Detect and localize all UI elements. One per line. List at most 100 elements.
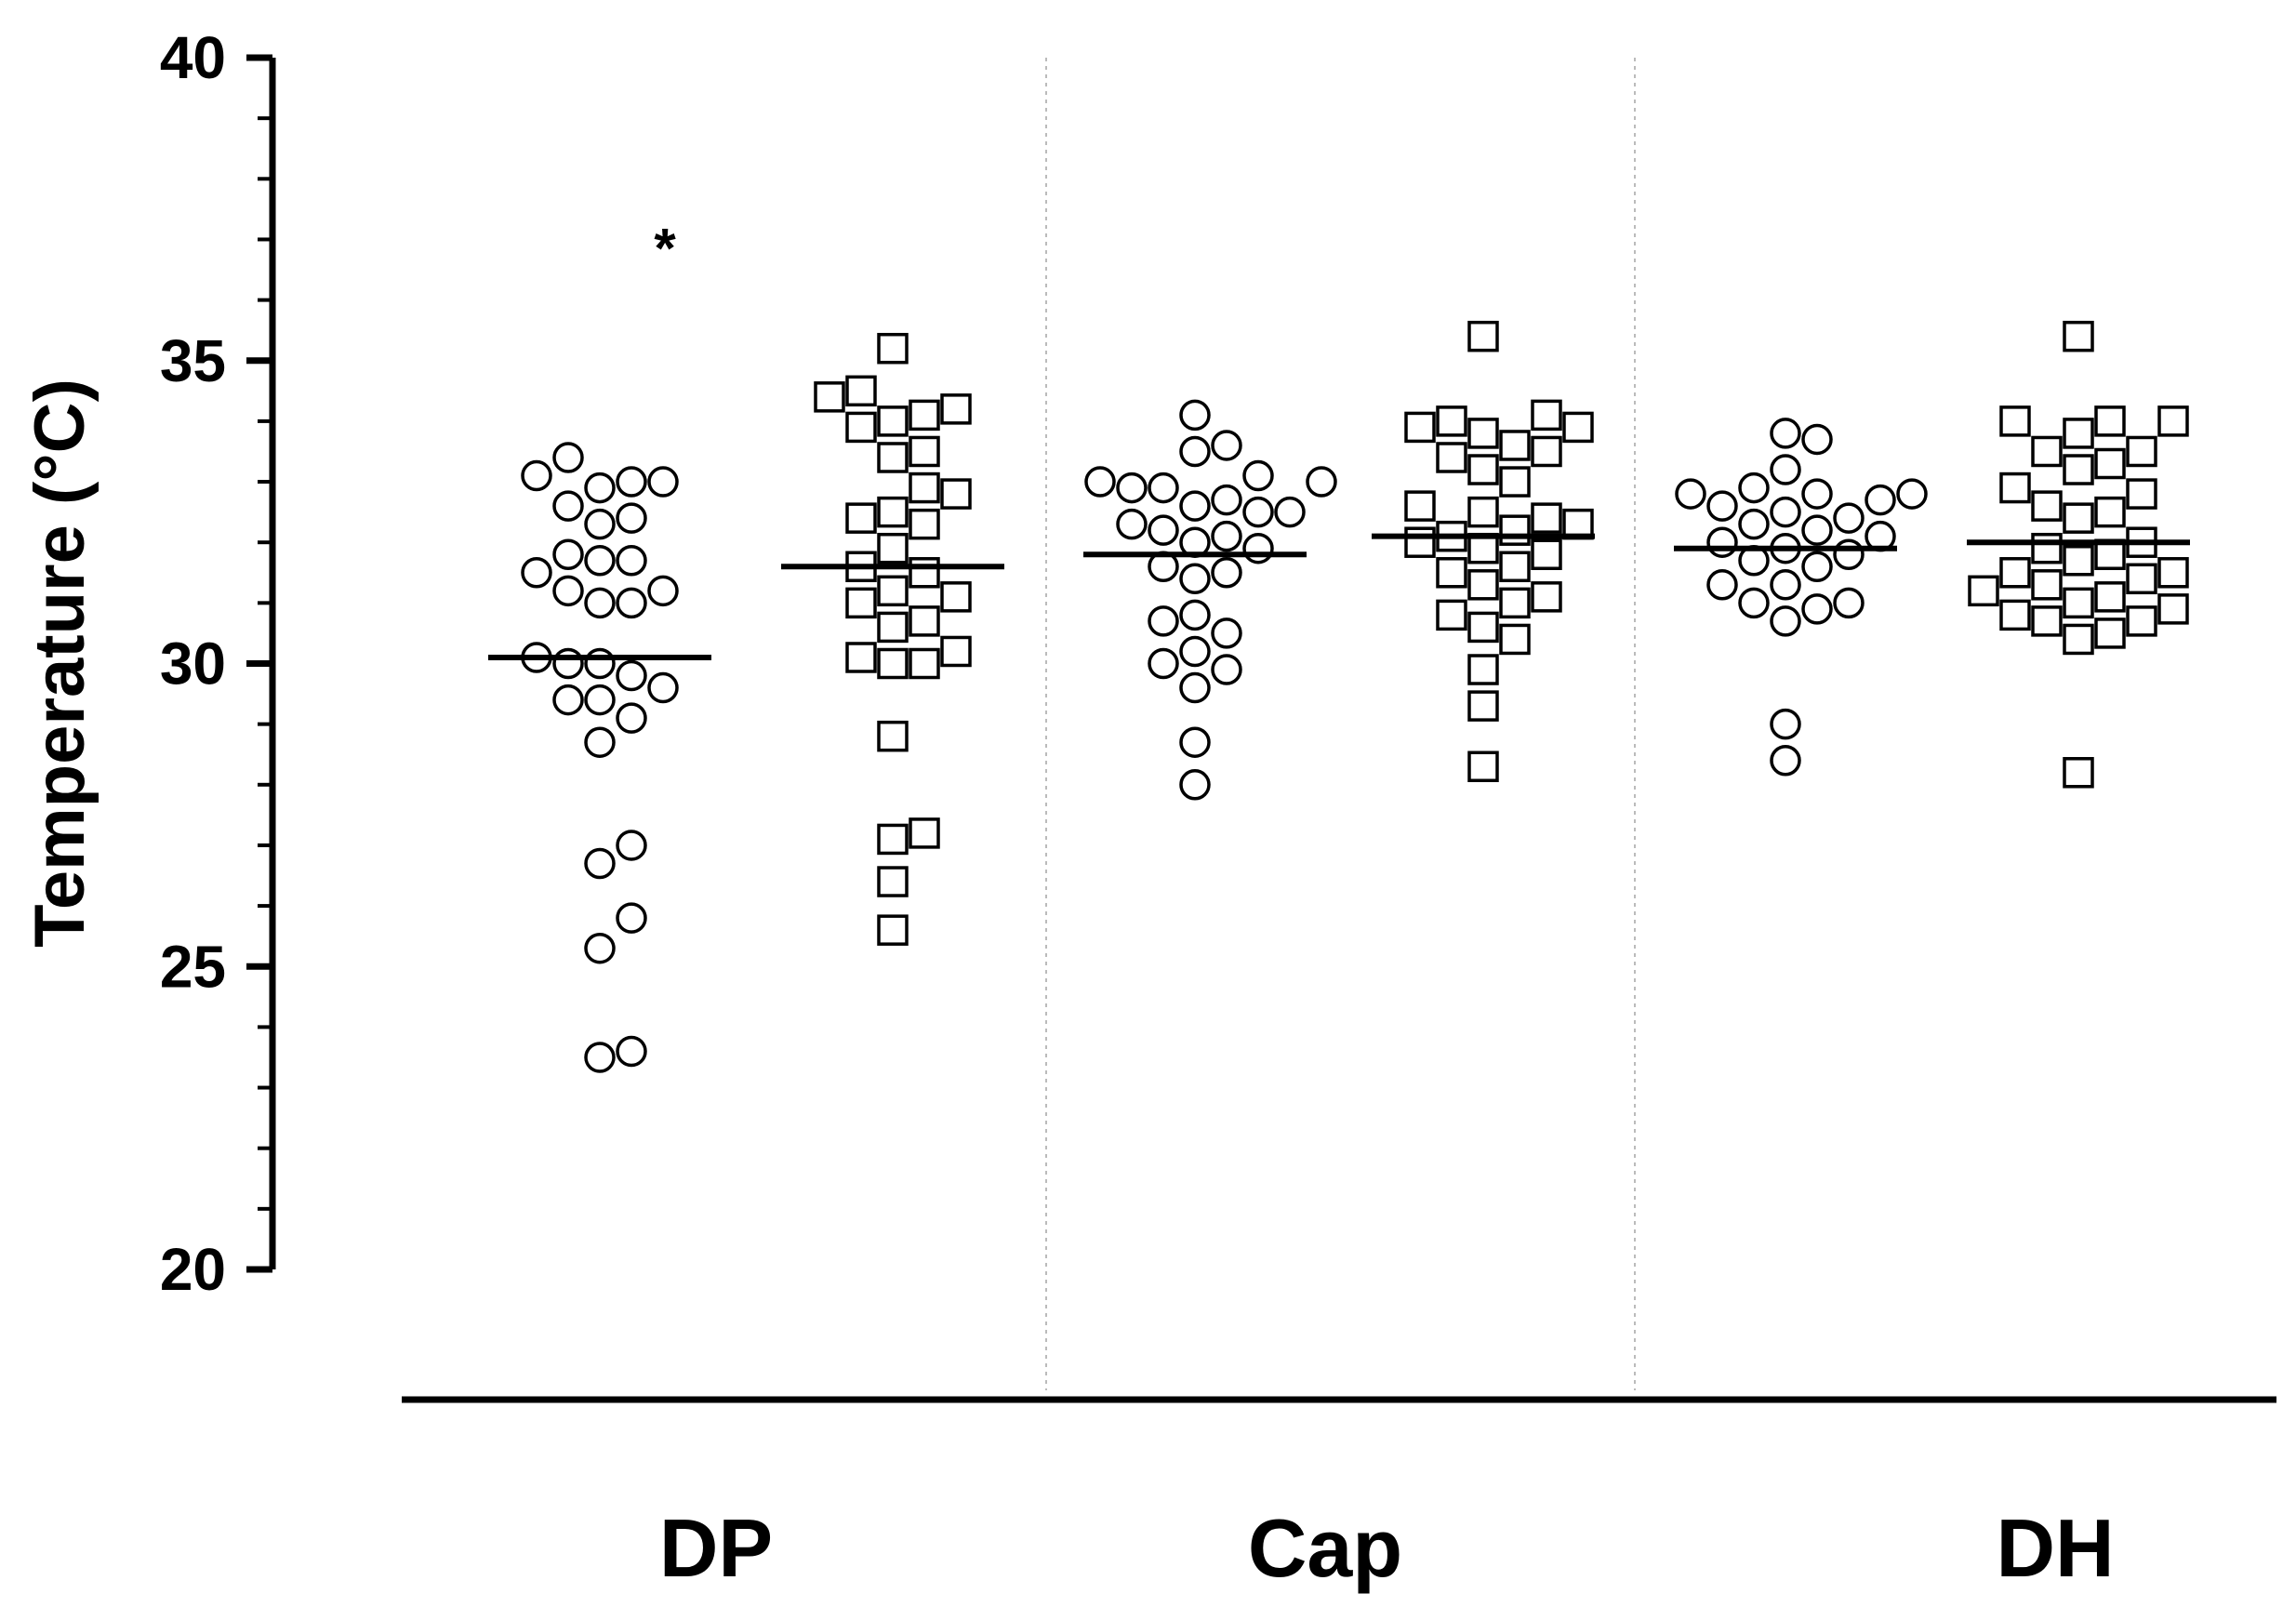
data-point-square <box>1499 514 1531 546</box>
data-point-square <box>1562 508 1594 540</box>
data-point-circle <box>1770 569 1801 601</box>
data-point-square <box>940 478 972 510</box>
data-point-square <box>2063 320 2094 352</box>
data-point-square <box>1404 526 1436 558</box>
data-point-square <box>2063 418 2094 449</box>
data-point-circle <box>521 459 552 492</box>
data-point-circle <box>584 684 616 716</box>
data-point-circle <box>584 587 616 619</box>
data-point-circle <box>1706 526 1738 558</box>
data-point-circle <box>1211 654 1242 685</box>
data-point-circle <box>1148 514 1179 546</box>
data-point-square <box>1436 599 1467 631</box>
data-point-circle <box>1242 532 1274 564</box>
data-point-square <box>2063 757 2094 789</box>
data-point-square <box>1436 557 1467 589</box>
data-point-square <box>2031 569 2063 601</box>
data-point-square <box>909 647 940 680</box>
data-point-square <box>2126 605 2157 637</box>
data-point-circle <box>584 471 616 504</box>
data-point-circle <box>584 932 616 964</box>
data-point-square <box>1499 430 1531 461</box>
data-point-square <box>2063 502 2094 534</box>
data-point-circle <box>1211 618 1242 649</box>
data-point-square <box>845 642 877 673</box>
data-point-square <box>2031 532 2063 564</box>
data-point-circle <box>584 544 616 577</box>
data-point-square <box>1999 471 2031 504</box>
data-point-circle <box>647 671 679 704</box>
data-point-circle <box>552 442 584 473</box>
data-point-square <box>1467 496 1499 528</box>
data-point-circle <box>1179 726 1211 758</box>
y-axis-label: Temperature (°C) <box>20 379 100 948</box>
data-point-square <box>1499 623 1531 656</box>
data-point-square <box>2063 587 2094 619</box>
data-point-circle <box>1738 508 1770 540</box>
data-point-square <box>1999 405 2031 437</box>
data-point-circle <box>584 847 616 880</box>
data-point-square <box>940 581 972 613</box>
category-label-cap: Cap <box>1248 1502 1402 1594</box>
data-point-circle <box>1770 708 1801 740</box>
data-point-square <box>909 435 940 468</box>
data-point-square <box>1562 411 1594 444</box>
data-point-circle <box>616 659 647 692</box>
data-point-circle <box>1801 423 1833 456</box>
data-point-circle <box>616 1035 647 1068</box>
data-point-square <box>2063 623 2094 656</box>
data-point-square <box>2126 435 2157 468</box>
data-point-circle <box>521 557 552 589</box>
data-point-square <box>2094 581 2126 613</box>
data-point-circle <box>1801 478 1833 510</box>
data-point-square <box>877 866 909 897</box>
data-point-square <box>1467 654 1499 685</box>
data-point-square <box>2094 538 2126 570</box>
data-point-square <box>1436 405 1467 437</box>
data-point-square <box>1467 750 1499 783</box>
data-point-square <box>1467 690 1499 722</box>
data-point-circle <box>584 508 616 540</box>
data-point-square <box>2094 618 2126 649</box>
data-point-square <box>877 720 909 752</box>
data-point-square <box>1531 502 1562 534</box>
data-point-square <box>2031 605 2063 637</box>
data-point-circle <box>1738 587 1770 619</box>
data-point-circle <box>1084 466 1116 498</box>
data-point-circle <box>647 466 679 498</box>
data-point-circle <box>1179 635 1211 668</box>
data-point-circle <box>1242 496 1274 528</box>
data-point-square <box>1467 532 1499 564</box>
data-point-square <box>1531 435 1562 468</box>
data-point-circle <box>1211 557 1242 589</box>
data-point-circle <box>584 647 616 680</box>
data-point-circle <box>616 587 647 619</box>
data-point-circle <box>1148 605 1179 637</box>
data-point-circle <box>584 1042 616 1073</box>
data-point-square <box>877 496 909 528</box>
category-label-dh: DH <box>1996 1502 2114 1594</box>
data-point-circle <box>552 684 584 716</box>
data-point-square <box>909 471 940 504</box>
data-point-circle <box>647 575 679 607</box>
data-point-square <box>845 587 877 619</box>
data-point-square <box>1467 418 1499 449</box>
data-point-circle <box>1706 490 1738 522</box>
data-point-circle <box>552 647 584 680</box>
data-point-circle <box>552 538 584 570</box>
data-point-square <box>1404 411 1436 444</box>
data-point-square <box>845 502 877 534</box>
data-point-circle <box>1801 551 1833 583</box>
data-point-square <box>1436 442 1467 473</box>
data-point-circle <box>1179 399 1211 432</box>
data-point-circle <box>1865 484 1896 516</box>
data-point-circle <box>1148 471 1179 504</box>
data-point-square <box>1467 569 1499 601</box>
significance-asterisk: * <box>654 217 676 279</box>
data-point-square <box>909 605 940 637</box>
data-point-square <box>814 381 845 413</box>
data-point-square <box>2031 490 2063 522</box>
data-point-circle <box>1211 484 1242 516</box>
